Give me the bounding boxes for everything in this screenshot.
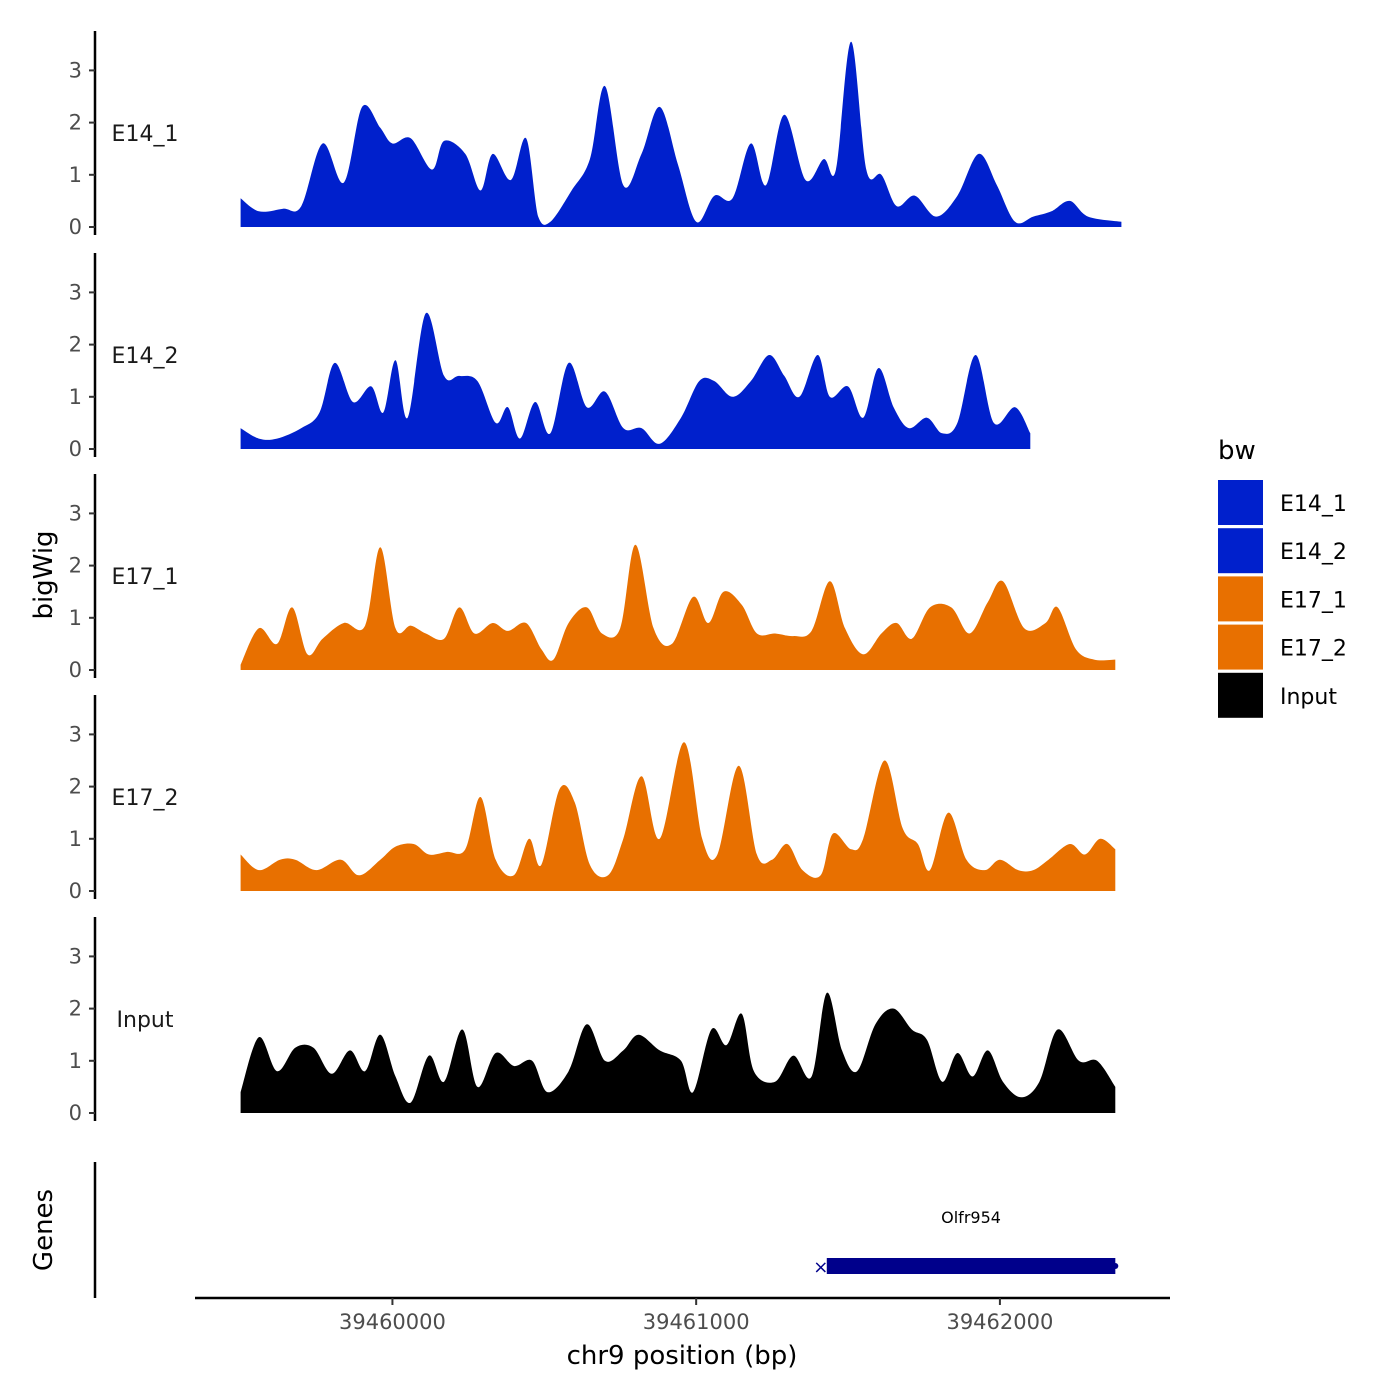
y-tick-label: 3 — [69, 501, 82, 525]
y-tick-label: 2 — [69, 554, 82, 578]
legend-swatch — [1218, 672, 1263, 718]
legend-label: Input — [1280, 685, 1337, 710]
x-axis-title: chr9 position (bp) — [567, 1341, 798, 1371]
legend-item-e17-2: E17_2 — [1218, 624, 1347, 670]
gene-body — [826, 1258, 1116, 1274]
track-label: E14_2 — [112, 344, 179, 369]
legend-label: E17_2 — [1280, 637, 1347, 662]
signal-area-e17-1 — [240, 544, 1116, 670]
legend-item-e14-1: E14_1 — [1218, 480, 1347, 525]
x-tick-label: 39462000 — [946, 1310, 1053, 1334]
track-e17-2: 0 1 2 3 E17_2 — [69, 695, 1116, 903]
y-axis-title: bigWig — [29, 530, 59, 619]
gene-olfr954: × Olfr954 — [813, 1208, 1119, 1278]
legend-item-e14-2: E14_2 — [1218, 528, 1347, 574]
track-input: 0 1 2 3 Input — [69, 917, 1116, 1125]
y-tick-label: 1 — [69, 827, 82, 851]
y-tick-label: 2 — [69, 997, 82, 1021]
legend-item-e17-1: E17_1 — [1218, 576, 1347, 622]
gene-label: Olfr954 — [941, 1208, 1001, 1227]
track-e17-1: 0 1 2 3 E17_1 — [69, 474, 1116, 682]
y-tick-label: 2 — [69, 333, 82, 357]
gene-panel-title: Genes — [29, 1189, 59, 1271]
y-tick-label: 3 — [69, 58, 82, 82]
y-tick-label: 3 — [69, 944, 82, 968]
track-e14-1: 0 1 2 3 E14_1 — [69, 31, 1122, 239]
y-tick-label: 0 — [69, 215, 82, 239]
y-tick-label: 0 — [69, 437, 82, 461]
legend-swatch — [1218, 480, 1263, 525]
legend-swatch — [1218, 624, 1263, 670]
signal-area-e17-2 — [240, 742, 1116, 891]
y-tick-label: 0 — [69, 658, 82, 682]
y-tick-label: 2 — [69, 775, 82, 799]
y-tick-label: 3 — [69, 722, 82, 746]
x-axis: chr9 position (bp) 39460000 39461000 39462… — [195, 1296, 1170, 1371]
gene-panel: Genes × Olfr954 — [29, 1162, 1119, 1298]
legend-item-input: Input — [1218, 672, 1337, 718]
y-tick-label: 1 — [69, 606, 82, 630]
legend: bw E14_1 E14_2 E17_1 E17_2 Input — [1218, 436, 1347, 718]
signal-area-e14-2 — [240, 312, 1031, 449]
track-label: E17_1 — [112, 565, 179, 590]
legend-swatch — [1218, 576, 1263, 622]
y-tick-label: 1 — [69, 385, 82, 409]
signal-area-e14-1 — [240, 41, 1122, 228]
x-tick-label: 39461000 — [643, 1310, 750, 1334]
legend-label: E17_1 — [1280, 588, 1347, 613]
track-label: E14_1 — [112, 122, 179, 147]
tracks-layer: 0 1 2 3 E14_1 0 1 2 3 E14_2 0 1 2 3 E17_1 0 1 2 3 E17_2 0 1 2 3… — [69, 31, 1122, 1125]
y-tick-label: 2 — [69, 111, 82, 135]
track-label: Input — [117, 1008, 174, 1033]
legend-label: E14_2 — [1280, 540, 1347, 565]
y-tick-label: 3 — [69, 280, 82, 304]
y-tick-label: 0 — [69, 879, 82, 903]
x-tick-label: 39460000 — [339, 1310, 446, 1334]
y-tick-label: 1 — [69, 163, 82, 187]
legend-label: E14_1 — [1280, 492, 1347, 517]
signal-area-input — [240, 992, 1116, 1113]
track-label: E17_2 — [112, 786, 179, 811]
legend-title: bw — [1218, 436, 1256, 466]
gene-strand-marker: × — [813, 1257, 828, 1278]
track-e14-2: 0 1 2 3 E14_2 — [69, 253, 1031, 461]
y-tick-label: 1 — [69, 1049, 82, 1073]
gene-end-marker — [1112, 1263, 1119, 1269]
legend-swatch — [1218, 528, 1263, 574]
y-tick-label: 0 — [69, 1101, 82, 1125]
